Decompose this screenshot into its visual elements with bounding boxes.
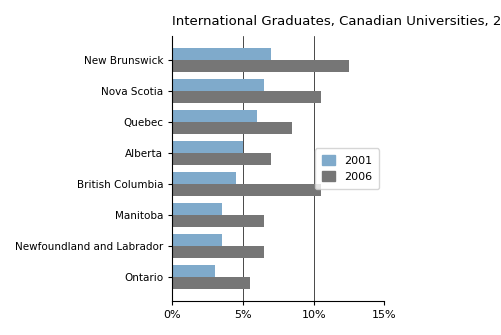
Bar [172, 60, 348, 72]
Bar [172, 122, 292, 134]
Bar [172, 110, 257, 122]
Bar [172, 141, 242, 153]
Legend: 2001, 2006: 2001, 2006 [315, 148, 378, 189]
Bar [172, 79, 264, 91]
Bar [172, 215, 264, 227]
Bar [172, 153, 271, 165]
Bar [172, 172, 235, 184]
Bar [172, 203, 221, 215]
Text: International Graduates, Canadian Universities, 2001 & 2006: International Graduates, Canadian Univer… [172, 15, 501, 28]
Bar [172, 184, 320, 196]
Bar [172, 91, 320, 103]
Bar [172, 48, 271, 60]
Bar [172, 234, 221, 246]
Bar [172, 246, 264, 258]
Bar [172, 277, 249, 289]
Bar [172, 265, 214, 277]
